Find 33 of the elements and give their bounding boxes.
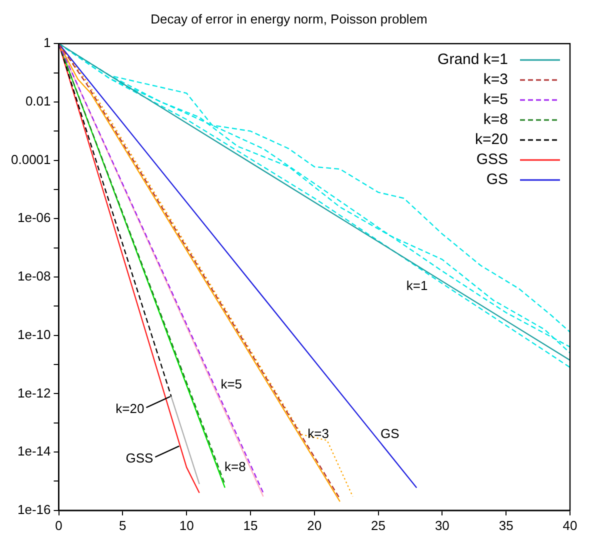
legend-label: k=5 bbox=[483, 90, 508, 110]
legend-label: k=20 bbox=[475, 130, 508, 150]
x-tick-label: 40 bbox=[562, 518, 578, 533]
x-tick-label: 5 bbox=[119, 518, 126, 533]
legend-label: Grand k=1 bbox=[438, 50, 508, 70]
x-tick-label: 15 bbox=[243, 518, 258, 533]
annotation: k=20 bbox=[116, 401, 144, 416]
y-tick-label: 1 bbox=[44, 35, 51, 50]
annotation: k=5 bbox=[220, 376, 242, 392]
annotation: k=3 bbox=[308, 426, 329, 442]
y-tick-label: 1e-06 bbox=[18, 210, 51, 226]
y-tick-label: 0.01 bbox=[25, 94, 51, 109]
y-tick-label: 1e-12 bbox=[18, 385, 51, 400]
x-tick-label: 0 bbox=[55, 518, 62, 533]
x-tick-label: 20 bbox=[307, 518, 322, 533]
y-tick-label: 0.0001 bbox=[10, 152, 51, 167]
annotation: k=1 bbox=[406, 278, 428, 293]
y-tick-label: 1e-10 bbox=[18, 326, 51, 342]
legend-label: k=3 bbox=[483, 70, 508, 90]
x-tick-label: 25 bbox=[371, 518, 386, 533]
y-tick-label: 1e-16 bbox=[18, 502, 51, 517]
legend-label: GSS bbox=[476, 150, 508, 170]
x-tick-label: 35 bbox=[498, 518, 514, 533]
x-tick-label: 30 bbox=[434, 518, 450, 533]
annotation: k=8 bbox=[224, 458, 246, 474]
legend-label: k=8 bbox=[483, 110, 508, 130]
x-tick-label: 10 bbox=[179, 518, 194, 533]
annotation: GSS bbox=[126, 450, 154, 466]
chart-title: Decay of error in energy norm, Poisson problem bbox=[150, 11, 428, 26]
y-tick-label: 1e-14 bbox=[18, 444, 51, 459]
legend-label: GS bbox=[486, 170, 508, 190]
annotation: GS bbox=[380, 426, 400, 442]
y-tick-label: 1e-08 bbox=[18, 268, 51, 284]
